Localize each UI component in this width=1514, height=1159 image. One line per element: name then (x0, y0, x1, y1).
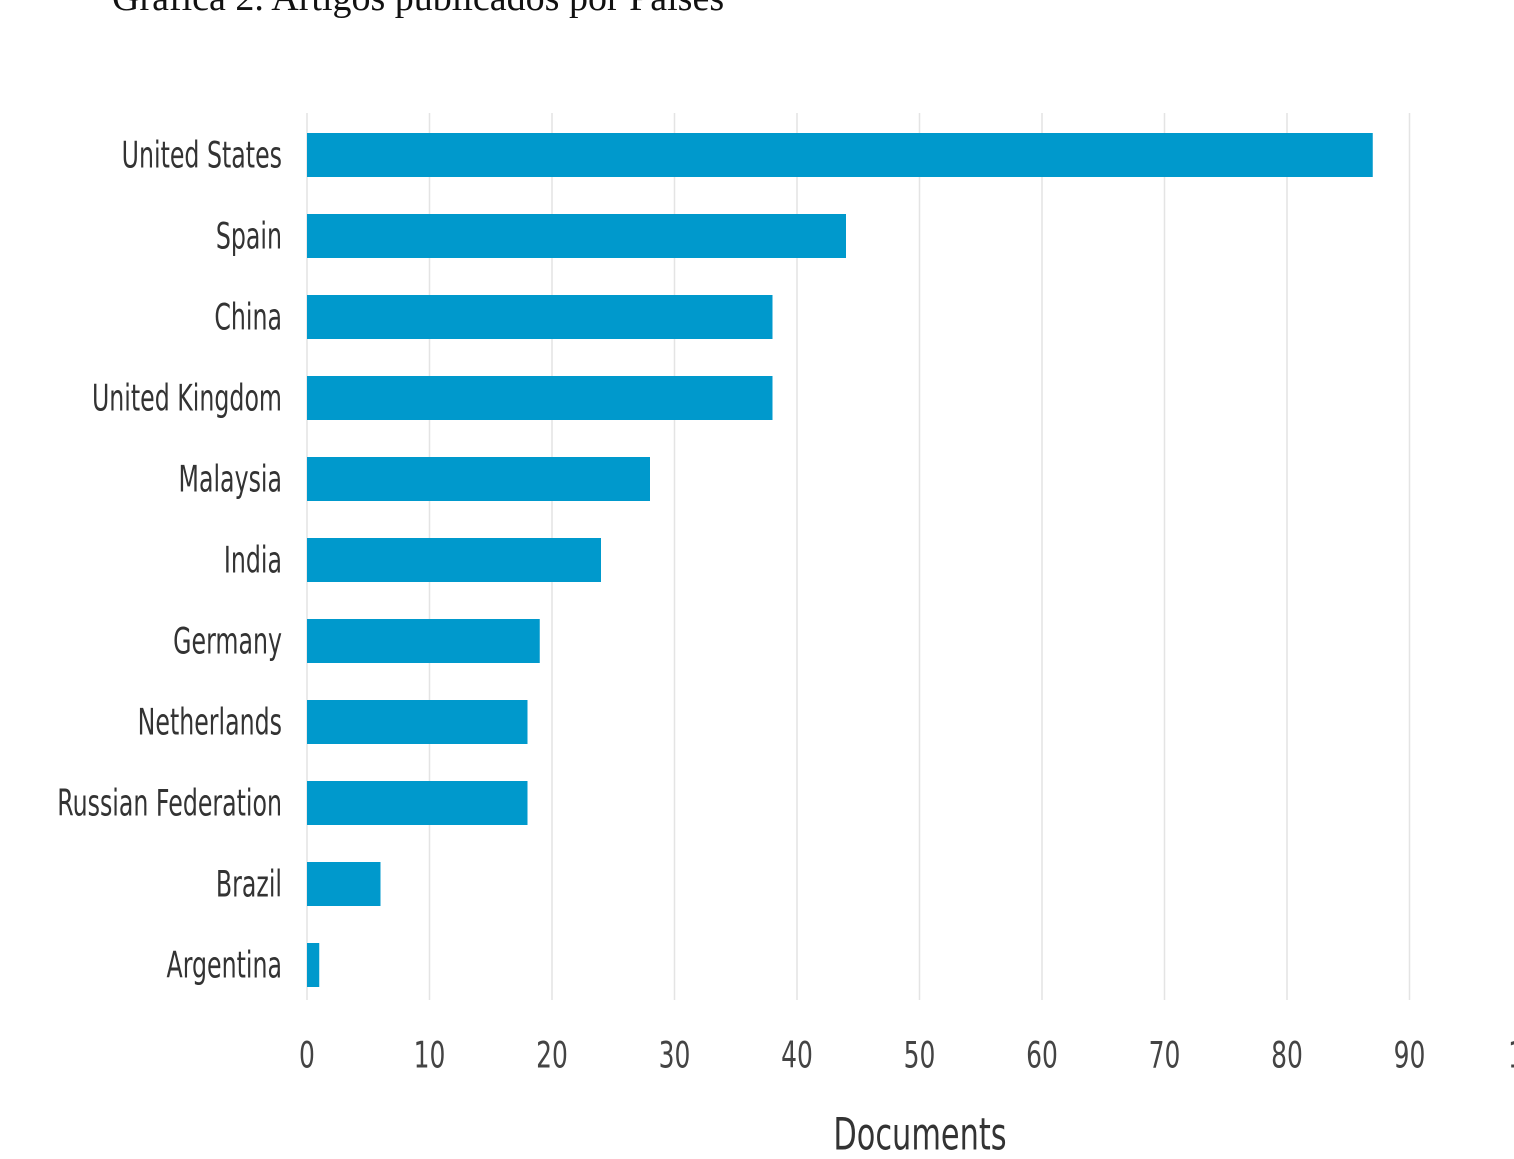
x-tick-label: 40 (781, 1035, 813, 1077)
chart-caption: Gráfica 2. Artigos publicados por Países (112, 0, 724, 20)
category-label: Germany (173, 620, 282, 663)
category-label: United States (122, 134, 282, 177)
category-label: China (214, 296, 282, 339)
x-tick-label: 30 (659, 1035, 691, 1077)
bar (307, 862, 381, 906)
x-tick-label: 90 (1394, 1035, 1426, 1077)
bar (307, 376, 773, 420)
x-axis-title: Documents (833, 1109, 1006, 1159)
category-label: United Kingdom (92, 377, 282, 420)
category-label: India (224, 539, 282, 582)
x-tick-labels: 0 10 20 30 40 50 60 70 80 90 100 (299, 1035, 1514, 1077)
x-tick-label: 20 (536, 1035, 568, 1077)
x-tick-label: 50 (904, 1035, 936, 1077)
category-labels: United States Spain China United Kingdom Mal… (57, 134, 282, 987)
bar (307, 457, 650, 501)
bar (307, 133, 1373, 177)
bar (307, 214, 846, 258)
bar (307, 619, 540, 663)
bars (307, 133, 1373, 987)
bar (307, 538, 601, 582)
bar (307, 781, 528, 825)
category-label: Argentina (167, 944, 282, 987)
category-label: Spain (216, 215, 282, 258)
category-label: Netherlands (138, 701, 282, 744)
category-label: Russian Federation (57, 782, 282, 825)
x-tick-label: 10 (414, 1035, 446, 1077)
bar (307, 943, 320, 987)
x-tick-label: 0 (299, 1035, 315, 1077)
x-tick-label: 80 (1271, 1035, 1303, 1077)
bar (307, 700, 528, 744)
x-tick-label: 70 (1149, 1035, 1181, 1077)
x-tick-label: 100 (1508, 1035, 1514, 1077)
category-label: Brazil (216, 863, 282, 906)
bar (307, 295, 773, 339)
category-label: Malaysia (179, 458, 282, 501)
x-tick-label: 60 (1026, 1035, 1058, 1077)
